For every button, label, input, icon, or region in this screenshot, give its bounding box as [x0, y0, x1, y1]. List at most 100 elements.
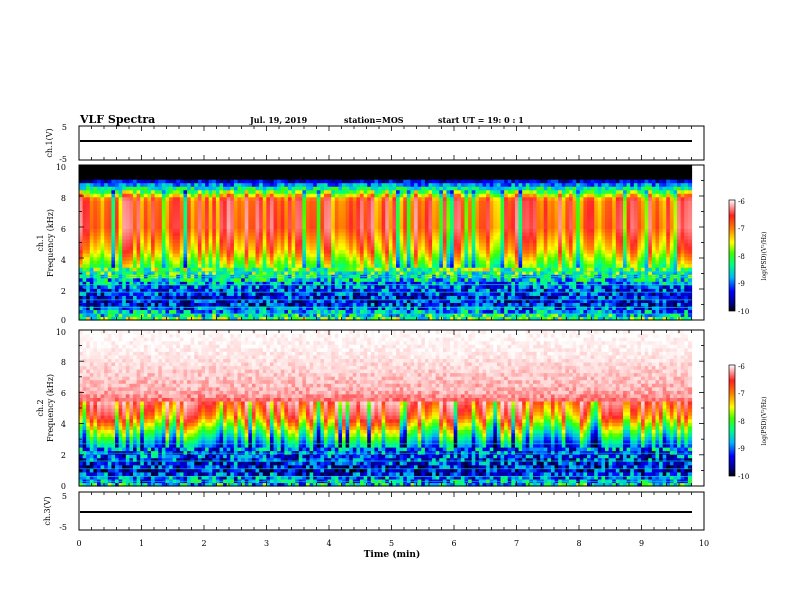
- spectrogram-cell: [93, 189, 98, 194]
- spectrogram-cell: [363, 224, 368, 230]
- spectrogram-cell: [320, 224, 325, 230]
- spectrogram-cell: [435, 179, 440, 184]
- spectrogram-cell: [226, 267, 231, 272]
- spectrogram-cell: [309, 298, 314, 303]
- spectrogram-cell: [237, 168, 242, 173]
- spectrogram-cell: [435, 231, 440, 237]
- spectrogram-cell: [334, 179, 340, 184]
- spectrogram-cell: [79, 196, 84, 201]
- spectrogram-cell: [89, 288, 95, 293]
- spectrogram-cell: [327, 175, 332, 180]
- spectrogram-cell: [374, 217, 379, 222]
- spectrogram-cell: [356, 235, 361, 240]
- spectrogram-cell: [417, 291, 422, 296]
- spectrogram-cell: [446, 284, 451, 289]
- spectrogram-cell: [179, 193, 185, 198]
- spectrogram-cell: [197, 210, 203, 215]
- spectrogram-cell: [280, 270, 285, 275]
- spectrogram-cell: [453, 263, 458, 268]
- spectrogram-cell: [287, 224, 293, 230]
- spectrogram-cell: [237, 291, 242, 296]
- spectrogram-cell: [125, 210, 131, 215]
- spectrogram-cell: [450, 309, 455, 314]
- spectrogram-cell: [468, 281, 473, 286]
- spectrogram-cell: [100, 312, 105, 318]
- spectrogram-cell: [140, 231, 145, 237]
- spectrogram-cell: [388, 309, 394, 314]
- spectrogram-cell: [305, 298, 311, 303]
- spectrogram-cell: [331, 179, 336, 184]
- spectrogram-cell: [414, 179, 419, 184]
- spectrogram-cell: [255, 281, 260, 286]
- spectrogram-cell: [468, 270, 473, 275]
- spectrogram-cell: [82, 165, 87, 170]
- spectrogram-cell: [417, 179, 422, 184]
- spectrogram-cell: [187, 242, 192, 247]
- spectrogram-cell: [125, 288, 131, 293]
- spectrogram-cell: [176, 207, 181, 212]
- spectrogram-cell: [450, 270, 455, 275]
- spectrogram-cell: [93, 253, 98, 258]
- spectrogram-cell: [241, 284, 246, 289]
- spectrogram-cell: [183, 196, 188, 201]
- spectrogram-cell: [428, 253, 433, 258]
- spectrogram-cell: [385, 214, 390, 219]
- spectrogram-cell: [205, 284, 210, 289]
- spectrogram-cell: [223, 217, 228, 222]
- spectrogram-cell: [273, 309, 278, 314]
- spectrogram-cell: [86, 203, 91, 208]
- spectrogram-cell: [158, 253, 163, 258]
- spectrogram-cell: [424, 253, 430, 258]
- spectrogram-cell: [129, 246, 134, 251]
- spectrogram-cell: [201, 305, 206, 311]
- spectrogram-cell: [468, 179, 473, 184]
- spectrogram-cell: [183, 207, 188, 212]
- spectrogram-cell: [399, 210, 404, 215]
- spectrogram-cell: [284, 207, 289, 212]
- spectrogram-cell: [450, 284, 455, 289]
- spectrogram-cell: [125, 309, 131, 314]
- spectrogram-cell: [334, 189, 340, 194]
- spectrogram-cell: [118, 242, 123, 247]
- spectrogram-cell: [187, 168, 192, 173]
- spectrogram-cell: [367, 312, 372, 318]
- spectrogram-cell: [100, 182, 105, 187]
- spectrogram-cell: [388, 291, 394, 296]
- spectrogram-cell: [406, 281, 412, 286]
- spectrogram-cell: [115, 242, 120, 247]
- spectrogram-cell: [251, 168, 257, 173]
- spectrogram-cell: [457, 288, 462, 293]
- spectrogram-cell: [471, 210, 476, 215]
- spectrogram-cell: [396, 221, 401, 226]
- spectrogram-cell: [406, 203, 412, 208]
- spectrogram-cell: [450, 168, 455, 173]
- spectrogram-cell: [302, 207, 307, 212]
- spectrogram-cell: [453, 217, 458, 222]
- spectrogram-cell: [133, 291, 138, 296]
- spectrogram-cell: [244, 267, 249, 272]
- spectrogram-cell: [428, 203, 433, 208]
- spectrogram-cell: [230, 291, 235, 296]
- spectrogram-cell: [331, 277, 336, 282]
- spectrogram-cell: [158, 168, 163, 173]
- spectrogram-cell: [410, 284, 415, 289]
- spectrogram-cell: [482, 263, 487, 268]
- spectrogram-cell: [259, 207, 264, 212]
- spectrogram-cell: [122, 238, 127, 244]
- spectrogram-cell: [399, 172, 404, 177]
- spectrogram-cell: [428, 238, 433, 244]
- spectrogram-cell: [475, 165, 480, 170]
- spectrogram-cell: [151, 228, 156, 233]
- spectrogram-cell: [446, 214, 451, 219]
- spectrogram-cell: [363, 228, 368, 233]
- spectrogram-cell: [334, 168, 340, 173]
- spectrogram-cell: [140, 179, 145, 184]
- spectrogram-cell: [79, 179, 84, 184]
- spectrogram-cell: [410, 295, 415, 300]
- spectrogram-cell: [176, 298, 181, 303]
- spectrogram-cell: [197, 207, 203, 212]
- spectrogram-cell: [316, 312, 321, 318]
- spectrogram-cell: [417, 172, 422, 177]
- spectrogram-cell: [154, 217, 159, 222]
- spectrogram-cell: [154, 189, 159, 194]
